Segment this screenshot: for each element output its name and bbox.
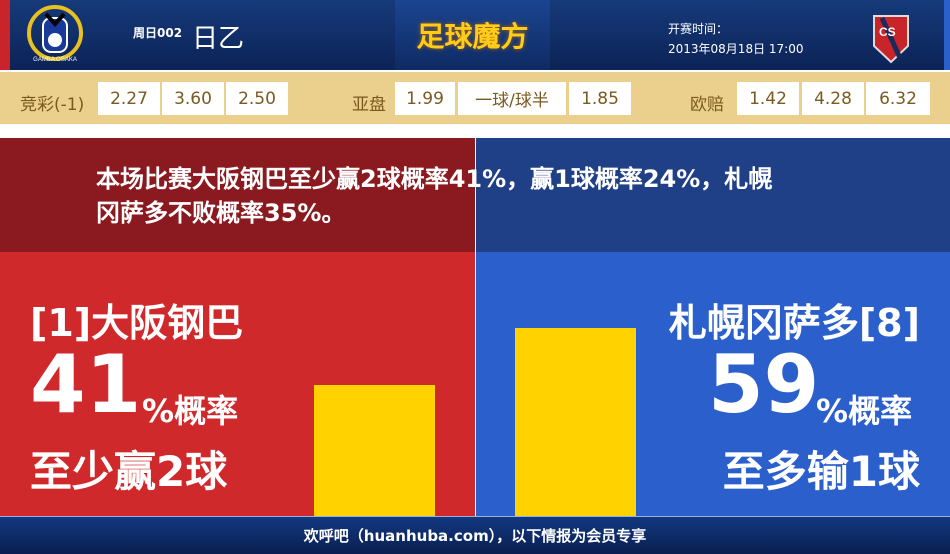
yapan-odd: 1.99	[395, 82, 455, 115]
home-panel: [1]大阪钢巴 41 %概率 至少赢2球	[0, 252, 475, 516]
summary-home-bg	[0, 138, 475, 252]
svg-text:CS: CS	[879, 25, 896, 39]
league-name: 日乙	[192, 24, 245, 54]
yapan-label: 亚盘	[352, 95, 386, 115]
away-outcome: 至多输1球	[722, 447, 920, 496]
home-color-strip	[0, 0, 10, 70]
summary-away-bg	[476, 138, 950, 252]
home-outcome: 至少赢2球	[30, 447, 228, 496]
home-percent-suffix: %概率	[142, 392, 239, 430]
yapan-odd: 1.85	[569, 82, 631, 115]
oupei-odd: 6.32	[866, 82, 930, 115]
footer-text[interactable]: 欢呼吧（huanhuba.com），以下情报为会员专享	[303, 527, 647, 545]
kickoff-label: 开赛时间：	[668, 22, 729, 36]
home-probability-bar	[314, 385, 435, 516]
kickoff-time: 2013年08月18日 17:00	[668, 42, 804, 56]
jingcai-odd: 2.50	[226, 82, 288, 115]
away-percent: 59	[708, 338, 820, 431]
jingcai-label: 竞彩(-1)	[20, 95, 85, 115]
home-team-name: [1]大阪钢巴	[30, 301, 244, 345]
away-probability-bar	[515, 328, 636, 516]
away-team-logo-icon: CS	[873, 15, 909, 64]
jingcai-odd: 2.27	[98, 82, 160, 115]
summary-text: 本场比赛大阪钢巴至少赢2球概率41%，赢1球概率24%，札幌冈萨多不败概率35%…	[96, 165, 773, 227]
oupei-odd: 1.42	[737, 82, 799, 115]
summary-band: 本场比赛大阪钢巴至少赢2球概率41%，赢1球概率24%，札幌冈萨多不败概率35%…	[0, 138, 950, 252]
away-panel: 札幌冈萨多[8] 59 %概率 至多输1球	[476, 252, 950, 516]
home-percent: 41	[30, 338, 142, 431]
odds-bar: 竞彩(-1) 2.27 3.60 2.50 亚盘 1.99 一球/球半 1.85…	[0, 72, 950, 124]
brand-logo: 足球魔方	[395, 0, 550, 70]
away-percent-suffix: %概率	[816, 392, 913, 430]
oupei-odd: 4.28	[802, 82, 864, 115]
home-logo-text: GAMBA OSAKA	[33, 57, 77, 63]
away-team-name: 札幌冈萨多[8]	[668, 301, 920, 345]
yapan-handicap: 一球/球半	[458, 82, 566, 115]
footer-banner[interactable]: 欢呼吧（huanhuba.com），以下情报为会员专享	[0, 516, 950, 554]
away-color-strip	[944, 0, 950, 70]
home-team-logo-icon	[27, 5, 83, 61]
match-round: 周日002	[133, 26, 183, 40]
jingcai-odd: 3.60	[162, 82, 224, 115]
match-header: GAMBA OSAKA 周日002 日乙 足球魔方 开赛时间： 2013年08月…	[0, 0, 950, 70]
oupei-label: 欧赔	[690, 95, 724, 115]
